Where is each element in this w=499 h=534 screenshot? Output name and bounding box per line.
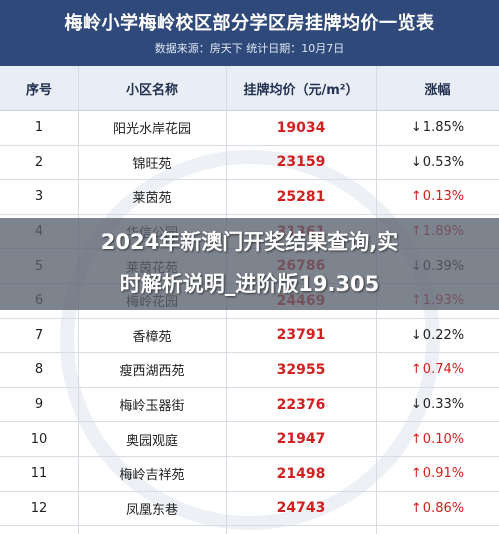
row-number: 12 [30, 500, 48, 516]
column-header-price: 挂牌均价（元/m²） [243, 82, 359, 98]
row-number: 7 [34, 327, 44, 343]
row-number: 3 [34, 189, 44, 205]
community-name: 凤凰东巷 [125, 502, 178, 518]
table-row: 10 奥园观庭 21947 ↑ 0.10% [0, 422, 499, 457]
arrow-up-icon: ↑ [410, 362, 422, 378]
arrow-up-icon: ↑ [410, 466, 422, 482]
community-name: 莱茵苑 [132, 191, 172, 207]
listing-price: 21947 [276, 431, 326, 448]
arrow-up-icon: ↑ [410, 431, 422, 447]
community-name: 锦旺苑 [132, 156, 172, 172]
table-body: 1 阳光水岸花园 19034 ↓ 1.85% 2 锦旺苑 23159 ↓ 0.53% 3 莱茵苑 252… [0, 111, 499, 527]
community-name: 瘦西湖西苑 [119, 364, 185, 380]
banner-text-line-2: 时解析说明_进阶版19.305 [119, 272, 380, 296]
price-change: ↑ 0.91% [376, 457, 499, 491]
table-row: 11 梅岭吉祥苑 21498 ↑ 0.91% [0, 457, 499, 492]
row-number: 10 [30, 431, 48, 447]
change-value: 0.13% [422, 189, 465, 205]
change-value: 0.10% [422, 431, 465, 447]
table-row: 9 梅岭玉器街 22376 ↓ 0.33% [0, 388, 499, 423]
row-number: 8 [34, 362, 44, 378]
price-change: ↑ 0.86% [376, 492, 499, 526]
community-name: 梅岭吉祥苑 [119, 468, 185, 484]
table-row: 2 锦旺苑 23159 ↓ 0.53% [0, 146, 499, 181]
table-row: 3 莱茵苑 25281 ↑ 0.13% [0, 180, 499, 215]
arrow-down-icon: ↓ [410, 154, 422, 170]
row-number: 2 [34, 154, 44, 170]
change-value: 1.85% [422, 120, 465, 136]
page-title: 梅岭小学梅岭校区部分学区房挂牌均价一览表 [64, 13, 435, 34]
overlay-banner[interactable] [0, 218, 499, 310]
arrow-down-icon: ↓ [410, 327, 422, 343]
price-change: ↓ 1.85% [376, 111, 499, 145]
arrow-up-icon: ↑ [410, 500, 422, 516]
change-value: 0.33% [422, 397, 465, 413]
row-number: 9 [34, 397, 44, 413]
price-change: ↑ 0.13% [376, 180, 499, 214]
listing-price: 25281 [276, 188, 326, 205]
table-row: 1 阳光水岸花园 19034 ↓ 1.85% [0, 111, 499, 146]
table-row: 8 瘦西湖西苑 32955 ↑ 0.74% [0, 353, 499, 388]
column-header-name: 小区名称 [125, 82, 178, 98]
arrow-down-icon: ↓ [410, 120, 422, 136]
price-change: ↓ 0.33% [376, 388, 499, 422]
header: 梅岭小学梅岭校区部分学区房挂牌均价一览表 数据来源：房天下 统计日期：10月7日 [0, 0, 499, 66]
listing-price: 19034 [276, 119, 326, 136]
listing-price: 21498 [276, 465, 326, 482]
listing-price: 23791 [276, 327, 326, 344]
change-value: 0.74% [422, 362, 465, 378]
community-name: 阳光水岸花园 [112, 122, 191, 138]
arrow-down-icon: ↓ [410, 397, 422, 413]
listing-price: 22376 [276, 396, 326, 413]
column-header-no: 序号 [25, 82, 52, 98]
price-change: ↓ 0.53% [376, 146, 499, 180]
table-row: 12 凤凰东巷 24743 ↑ 0.86% [0, 492, 499, 527]
page-subtitle: 数据来源：房天下 统计日期：10月7日 [154, 42, 345, 55]
change-value: 0.91% [422, 466, 465, 482]
community-name: 奥园观庭 [125, 433, 178, 449]
table-header-row: 序号 小区名称 挂牌均价（元/m²） 涨幅 [0, 66, 499, 111]
price-change: ↑ 0.74% [376, 353, 499, 387]
column-header-change: 涨幅 [424, 82, 451, 98]
price-change: ↑ 0.10% [376, 422, 499, 456]
change-value: 0.86% [422, 500, 465, 516]
community-name: 香樟苑 [132, 329, 172, 345]
row-number: 11 [30, 466, 48, 482]
listing-price: 23159 [276, 154, 326, 171]
price-change: ↓ 0.22% [376, 319, 499, 353]
change-value: 0.22% [422, 327, 465, 343]
listing-price: 32955 [276, 361, 326, 378]
change-value: 0.53% [422, 154, 465, 170]
community-name: 梅岭玉器街 [119, 399, 185, 415]
arrow-up-icon: ↑ [410, 189, 422, 205]
listing-price: 24743 [276, 500, 326, 517]
table-row: 7 香樟苑 23791 ↓ 0.22% [0, 319, 499, 354]
banner-text-line-1: 2024年新澳门开奖结果查询,实 [100, 230, 399, 254]
row-number: 1 [34, 120, 44, 136]
